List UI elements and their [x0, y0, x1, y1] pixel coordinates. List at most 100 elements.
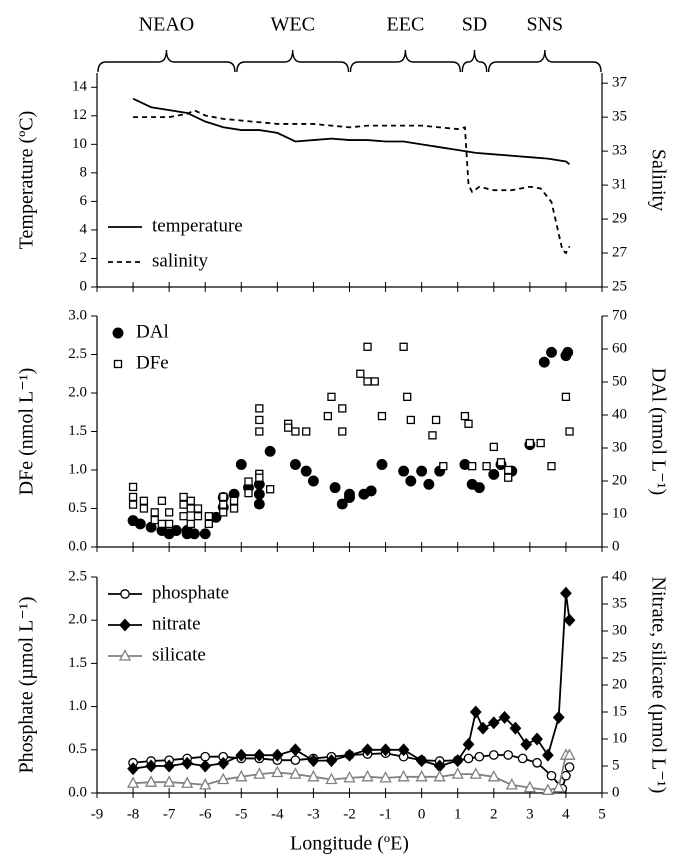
y2-tick-label: 0	[612, 784, 620, 800]
point	[255, 404, 264, 413]
y-tick-label: 0.0	[68, 538, 87, 554]
point	[235, 769, 248, 782]
point	[541, 783, 554, 795]
legend-label: salinity	[152, 250, 208, 271]
point	[561, 770, 571, 781]
point	[325, 772, 338, 785]
y2-tick-label: 5	[612, 757, 620, 773]
y2-tick-label: 35	[612, 595, 627, 611]
point	[145, 775, 158, 787]
point	[255, 415, 264, 425]
y2-tick-label: 27	[612, 244, 628, 260]
point	[498, 710, 511, 724]
y-tick-label: 2.0	[68, 612, 87, 628]
y-tick-label: 8	[80, 164, 88, 180]
point	[398, 465, 410, 477]
point	[244, 477, 253, 486]
point	[128, 482, 138, 492]
point	[229, 496, 239, 505]
point	[235, 748, 248, 762]
point	[356, 369, 365, 378]
point	[565, 427, 574, 436]
point	[469, 705, 482, 719]
legend-marker	[113, 359, 123, 369]
point	[415, 754, 428, 768]
point	[464, 419, 473, 428]
y2-tick-label: 40	[612, 406, 627, 422]
point	[217, 772, 230, 785]
point	[329, 482, 341, 494]
point	[253, 748, 266, 762]
point	[134, 518, 146, 530]
x-tick-label: -8	[127, 806, 140, 822]
series-line	[133, 109, 571, 255]
point	[307, 754, 320, 768]
point	[255, 427, 264, 436]
point	[291, 427, 300, 436]
point	[531, 732, 543, 746]
x-tick-label: 0	[418, 806, 426, 822]
y2-tick-label: 40	[612, 568, 627, 584]
point	[186, 519, 195, 529]
point	[477, 721, 489, 735]
region-bracket	[461, 49, 488, 73]
x-tick-label: 4	[562, 806, 570, 822]
y-axis-title: DFe (nmol L⁻¹)	[16, 368, 38, 496]
point	[193, 504, 203, 513]
x-tick-label: -1	[379, 806, 392, 822]
point	[253, 767, 266, 779]
point	[193, 512, 203, 521]
point	[365, 485, 377, 497]
y-tick-label: 0.0	[68, 784, 87, 800]
point	[405, 475, 417, 487]
x-tick-label: 1	[454, 806, 462, 822]
y-tick-label: 1.5	[68, 423, 87, 439]
point	[482, 461, 491, 471]
point	[128, 500, 138, 509]
x-tick-label: -5	[235, 806, 248, 822]
point	[307, 769, 320, 782]
point	[460, 411, 470, 421]
point	[255, 473, 264, 482]
point	[186, 496, 195, 505]
point	[552, 710, 565, 724]
point	[343, 748, 356, 762]
region-label: SNS	[526, 14, 563, 36]
y-axis-title: Phosphate (µmol L⁻¹)	[16, 597, 38, 774]
point	[338, 427, 347, 436]
point	[307, 475, 319, 487]
y2-tick-label: 20	[612, 472, 627, 488]
point	[463, 753, 474, 764]
point	[397, 743, 410, 757]
y2-tick-label: 15	[612, 703, 627, 719]
y-tick-label: 12	[72, 107, 87, 123]
legend-marker	[112, 327, 124, 339]
point	[265, 485, 275, 494]
point	[504, 465, 513, 475]
point	[416, 465, 428, 477]
point	[235, 459, 247, 470]
region-bracket	[487, 49, 602, 73]
y-tick-label: 0	[80, 278, 88, 294]
y2-axis-title: DAl (nmol L⁻¹)	[647, 368, 669, 496]
series-line	[132, 97, 571, 166]
point	[344, 488, 355, 500]
point	[253, 498, 265, 510]
point	[399, 342, 408, 351]
legend-label: silicate	[152, 644, 206, 665]
point	[219, 492, 228, 502]
point	[343, 770, 356, 783]
legend-label: DAl	[136, 321, 169, 342]
point	[363, 342, 372, 351]
x-tick-label: -3	[307, 806, 320, 822]
point	[179, 500, 188, 509]
point	[325, 754, 338, 768]
legend-label: DFe	[136, 352, 169, 373]
point	[361, 743, 374, 757]
x-tick-label: -2	[343, 806, 356, 822]
point	[163, 759, 176, 773]
point	[264, 445, 276, 457]
point	[552, 780, 565, 793]
point	[376, 459, 388, 470]
x-tick-label: -6	[199, 806, 212, 822]
